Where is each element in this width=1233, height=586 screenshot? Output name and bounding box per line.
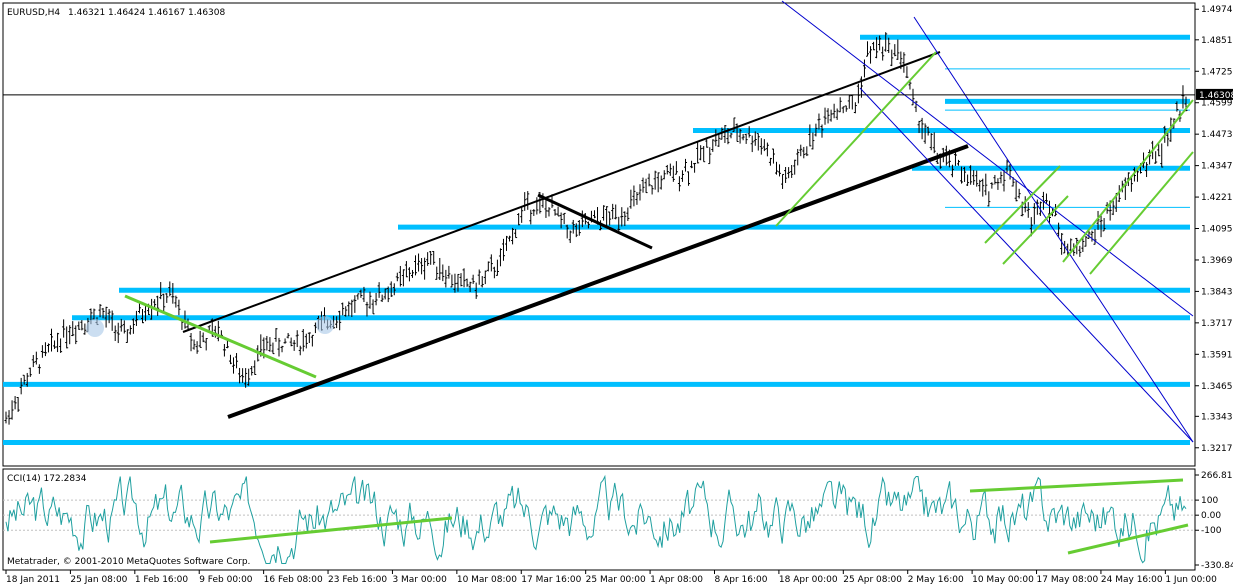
price-axis: 1.49740 1.48515 1.47255 1.45995 1.44735 1.434… bbox=[1195, 5, 1233, 454]
time-tick-label: 3 Mar 00:00 bbox=[392, 575, 447, 585]
black-down-trendline bbox=[537, 193, 653, 250]
trend-lines bbox=[86, 0, 1194, 443]
ohlc-high: 1.46424 bbox=[108, 8, 145, 18]
time-tick-label: 17 May 08:00 bbox=[1037, 575, 1099, 585]
time-tick-label: 17 Mar 16:00 bbox=[521, 575, 581, 585]
cci-tick-label: 0.00 bbox=[1201, 511, 1221, 521]
price-tick-label: 1.45995 bbox=[1201, 99, 1233, 109]
time-tick-label: 1 Jun 00:00 bbox=[1165, 575, 1217, 585]
copyright: Metatrader, © 2001-2010 MetaQuotes Softw… bbox=[7, 557, 250, 567]
blue-channel-upper bbox=[781, 0, 1194, 317]
cci-series bbox=[3, 474, 1195, 564]
upper-channel-line bbox=[182, 51, 941, 333]
green-up-channel-2b bbox=[1002, 195, 1069, 265]
green-down-trendline bbox=[124, 294, 317, 379]
highlight-marker bbox=[86, 319, 104, 337]
price-tick-label: 1.47255 bbox=[1201, 67, 1233, 77]
cci-tick-label: -330.845 bbox=[1201, 561, 1233, 571]
time-tick-label: 10 Mar 08:00 bbox=[457, 575, 517, 585]
time-tick-label: 25 Jan 08:00 bbox=[70, 575, 127, 585]
cci-tick-label: -100 bbox=[1201, 526, 1222, 536]
price-tick-label: 1.44735 bbox=[1201, 130, 1233, 140]
price-tick-label: 1.49740 bbox=[1201, 5, 1233, 15]
cci-trendline-2 bbox=[969, 478, 1184, 493]
time-tick-label: 8 Apr 16:00 bbox=[714, 575, 767, 585]
price-tick-label: 1.48515 bbox=[1201, 36, 1233, 46]
price-tick-label: 1.34655 bbox=[1201, 382, 1233, 392]
cci-line bbox=[5, 474, 1187, 564]
time-tick-label: 1 Feb 16:00 bbox=[135, 575, 189, 585]
price-tick-label: 1.37175 bbox=[1201, 319, 1233, 329]
price-tick-label: 1.39695 bbox=[1201, 256, 1233, 266]
green-up-channel-3b bbox=[1089, 151, 1194, 275]
price-tick-label: 1.40955 bbox=[1201, 225, 1233, 235]
price-bars bbox=[4, 32, 1188, 425]
price-tick-label: 1.35915 bbox=[1201, 350, 1233, 360]
time-tick-label: 24 May 16:00 bbox=[1101, 575, 1163, 585]
time-tick-label: 2 May 16:00 bbox=[908, 575, 964, 585]
cci-label: CCI(14) 172.2834 bbox=[7, 474, 87, 484]
time-tick-label: 9 Feb 00:00 bbox=[199, 575, 253, 585]
blue-channel-outer bbox=[913, 16, 1194, 443]
green-up-channel-2a bbox=[984, 165, 1061, 244]
blue-channel-lower bbox=[859, 87, 1194, 443]
time-tick-label: 25 Apr 08:00 bbox=[843, 575, 902, 585]
time-axis: 18 Jan 2011 25 Jan 08:00 1 Feb 16:00 9 Feb … bbox=[5, 570, 1217, 585]
main-pane bbox=[2, 2, 1196, 467]
thin-levels bbox=[945, 68, 1190, 208]
time-tick-label: 10 May 00:00 bbox=[972, 575, 1034, 585]
time-tick-label: 1 Apr 08:00 bbox=[650, 575, 703, 585]
price-tick-label: 1.38435 bbox=[1201, 287, 1233, 297]
current-price-label: 1.46308 bbox=[1199, 91, 1233, 101]
time-tick-label: 18 Apr 00:00 bbox=[779, 575, 838, 585]
cci-tick-label: 266.819 bbox=[1201, 471, 1233, 481]
price-tick-label: 1.42215 bbox=[1201, 193, 1233, 203]
thick-support-trendline bbox=[227, 144, 969, 419]
time-tick-label: 25 Mar 00:00 bbox=[586, 575, 646, 585]
cci-trendline-3 bbox=[1067, 523, 1189, 555]
cci-trendline-1 bbox=[209, 516, 453, 544]
cci-axis: 266.819 100 0.00 -100 -330.845 bbox=[1195, 471, 1233, 571]
green-up-channel-3a bbox=[1062, 99, 1194, 263]
cci-tick-label: 100 bbox=[1201, 496, 1218, 506]
time-tick-label: 23 Feb 16:00 bbox=[328, 575, 387, 585]
cci-pane bbox=[2, 468, 1196, 571]
ohlc-open: 1.46321 bbox=[68, 8, 105, 18]
current-price-badge bbox=[1196, 88, 1233, 100]
green-up-channel-1 bbox=[775, 51, 937, 227]
ohlc-close: 1.46308 bbox=[188, 8, 225, 18]
highlight-marker bbox=[316, 316, 334, 334]
time-tick-label: 16 Feb 08:00 bbox=[264, 575, 323, 585]
time-tick-label: 18 Jan 2011 bbox=[6, 575, 60, 585]
price-tick-label: 1.33430 bbox=[1201, 412, 1233, 422]
price-tick-label: 1.43475 bbox=[1201, 162, 1233, 172]
ohlc-low: 1.46167 bbox=[148, 8, 185, 18]
symbol-title: EURUSD,H4 bbox=[7, 8, 60, 18]
price-tick-label: 1.32170 bbox=[1201, 444, 1233, 454]
